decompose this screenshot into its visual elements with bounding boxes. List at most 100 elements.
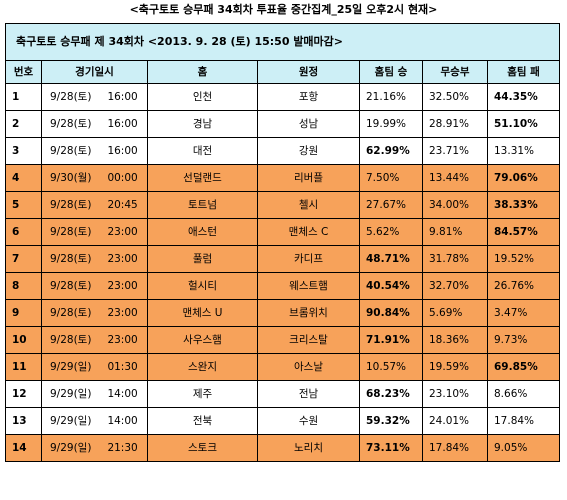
home-team: 전북 [147, 407, 258, 435]
draw-rate: 32.50% [422, 83, 488, 111]
away-team: 카디프 [257, 245, 360, 273]
home-win-rate: 5.62% [359, 218, 423, 246]
match-date: 9/29(일) [50, 388, 92, 400]
match-number: 14 [5, 434, 42, 462]
match-datetime: 9/28(토) 16:00 [41, 83, 148, 111]
home-win-rate: 71.91% [359, 326, 423, 354]
table-row: 12 9/29(일) 14:00 제주 전남 68.23% 23.10% 8.66% [5, 380, 561, 408]
home-team: 제주 [147, 380, 258, 408]
match-time: 23:00 [107, 226, 138, 238]
home-lose-rate: 84.57% [486, 218, 561, 246]
match-datetime: 9/30(월) 00:00 [41, 164, 148, 192]
header-home: 홈 [147, 60, 258, 84]
match-date: 9/28(토) [50, 145, 92, 157]
draw-rate: 13.44% [422, 164, 488, 192]
home-lose-rate: 69.85% [486, 353, 561, 381]
header-row: 번호 경기일시 홈 원정 홈팀 승 무승부 홈팀 패 [5, 60, 561, 84]
home-team: 경남 [147, 110, 258, 138]
match-number: 12 [5, 380, 42, 408]
home-win-rate: 62.99% [359, 137, 423, 165]
match-number: 1 [5, 83, 42, 111]
home-lose-rate: 51.10% [486, 110, 561, 138]
home-lose-rate: 19.52% [486, 245, 561, 273]
home-team: 맨체스 U [147, 299, 258, 327]
draw-rate: 32.70% [422, 272, 488, 300]
home-team: 풀럼 [147, 245, 258, 273]
home-win-rate: 10.57% [359, 353, 423, 381]
header-no: 번호 [5, 60, 42, 84]
match-number: 6 [5, 218, 42, 246]
home-lose-rate: 79.06% [486, 164, 561, 192]
away-team: 강원 [257, 137, 360, 165]
header-draw: 무승부 [422, 60, 488, 84]
match-datetime: 9/28(토) 20:45 [41, 191, 148, 219]
header-home-win: 홈팀 승 [359, 60, 423, 84]
match-date: 9/29(일) [50, 361, 92, 373]
match-number: 13 [5, 407, 42, 435]
match-datetime: 9/28(토) 16:00 [41, 137, 148, 165]
match-date: 9/28(토) [50, 91, 92, 103]
away-team: 브롬위치 [257, 299, 360, 327]
home-lose-rate: 9.73% [486, 326, 561, 354]
match-date: 9/28(토) [50, 334, 92, 346]
home-team: 토트넘 [147, 191, 258, 219]
home-lose-rate: 3.47% [486, 299, 561, 327]
draw-rate: 5.69% [422, 299, 488, 327]
home-team: 인천 [147, 83, 258, 111]
draw-rate: 23.10% [422, 380, 488, 408]
table-row: 5 9/28(토) 20:45 토트넘 첼시 27.67% 34.00% 38.33% [5, 191, 561, 219]
draw-rate: 23.71% [422, 137, 488, 165]
match-number: 4 [5, 164, 42, 192]
match-number: 7 [5, 245, 42, 273]
table-row: 9 9/28(토) 23:00 맨체스 U 브롬위치 90.84% 5.69% 3.47% [5, 299, 561, 327]
table-row: 10 9/28(토) 23:00 사우스햄 크리스탈 71.91% 18.36% 9.73% [5, 326, 561, 354]
draw-rate: 17.84% [422, 434, 488, 462]
draw-rate: 24.01% [422, 407, 488, 435]
match-datetime: 9/28(토) 23:00 [41, 326, 148, 354]
match-datetime: 9/28(토) 23:00 [41, 218, 148, 246]
home-win-rate: 27.67% [359, 191, 423, 219]
home-win-rate: 59.32% [359, 407, 423, 435]
home-lose-rate: 8.66% [486, 380, 561, 408]
table-row: 8 9/28(토) 23:00 헐시티 웨스트햄 40.54% 32.70% 26.76% [5, 272, 561, 300]
vote-rate-table: 축구토토 승무패 제 34회차 <2013. 9. 28 (토) 15:50 발… [4, 23, 561, 462]
draw-rate: 31.78% [422, 245, 488, 273]
table-row: 4 9/30(월) 00:00 선덜랜드 리버플 7.50% 13.44% 79.06% [5, 164, 561, 192]
match-datetime: 9/28(토) 23:00 [41, 272, 148, 300]
round-banner: 축구토토 승무패 제 34회차 <2013. 9. 28 (토) 15:50 발… [4, 23, 561, 61]
table-row: 13 9/29(일) 14:00 전북 수원 59.32% 24.01% 17.84% [5, 407, 561, 435]
draw-rate: 28.91% [422, 110, 488, 138]
banner-row: 축구토토 승무패 제 34회차 <2013. 9. 28 (토) 15:50 발… [4, 23, 561, 61]
home-lose-rate: 17.84% [486, 407, 561, 435]
table-row: 2 9/28(토) 16:00 경남 성남 19.99% 28.91% 51.10% [5, 110, 561, 138]
match-number: 5 [5, 191, 42, 219]
match-date: 9/28(토) [50, 280, 92, 292]
match-time: 20:45 [107, 199, 138, 211]
home-team: 애스턴 [147, 218, 258, 246]
match-datetime: 9/29(일) 01:30 [41, 353, 148, 381]
match-time: 14:00 [107, 415, 138, 427]
match-number: 9 [5, 299, 42, 327]
match-number: 10 [5, 326, 42, 354]
table-row: 14 9/29(일) 21:30 스토크 노리치 73.11% 17.84% 9.05% [5, 434, 561, 462]
home-win-rate: 73.11% [359, 434, 423, 462]
home-lose-rate: 44.35% [486, 83, 561, 111]
match-number: 2 [5, 110, 42, 138]
match-datetime: 9/28(토) 16:00 [41, 110, 148, 138]
header-home-lose: 홈팀 패 [486, 60, 561, 84]
header-datetime: 경기일시 [41, 60, 148, 84]
header-away: 원정 [257, 60, 360, 84]
match-number: 3 [5, 137, 42, 165]
match-time: 23:00 [107, 253, 138, 265]
home-team: 스토크 [147, 434, 258, 462]
home-win-rate: 40.54% [359, 272, 423, 300]
table-row: 7 9/28(토) 23:00 풀럼 카디프 48.71% 31.78% 19.52% [5, 245, 561, 273]
away-team: 노리치 [257, 434, 360, 462]
away-team: 성남 [257, 110, 360, 138]
draw-rate: 18.36% [422, 326, 488, 354]
away-team: 전남 [257, 380, 360, 408]
home-win-rate: 21.16% [359, 83, 423, 111]
match-date: 9/30(월) [50, 172, 92, 184]
match-datetime: 9/29(일) 14:00 [41, 380, 148, 408]
home-lose-rate: 13.31% [486, 137, 561, 165]
